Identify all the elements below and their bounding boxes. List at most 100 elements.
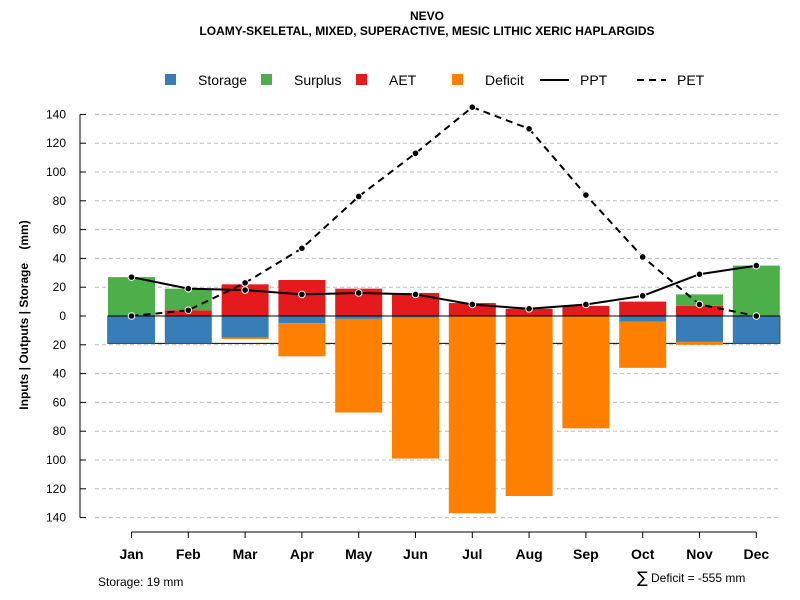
deficit-bar <box>221 337 269 340</box>
ppt-point <box>411 290 420 299</box>
pet-point <box>468 103 477 111</box>
ppt-point <box>468 300 477 309</box>
deficit-bar <box>619 321 667 368</box>
x-tick-label: Feb <box>176 546 201 562</box>
surplus-bar <box>108 277 155 316</box>
aet-bar <box>619 301 667 316</box>
ppt-point <box>241 286 249 294</box>
deficit-footer: Deficit = -555 mm <box>651 571 745 585</box>
pet-point <box>184 306 193 315</box>
aet-bar <box>676 305 723 316</box>
bars <box>107 265 781 514</box>
pet-point <box>695 300 704 309</box>
aet-bar <box>562 305 610 316</box>
y-tick-label: 20 <box>53 338 67 352</box>
ppt-point <box>582 300 590 309</box>
y-tick-label: 60 <box>53 395 67 409</box>
ppt-point <box>752 261 761 270</box>
legend-label: AET <box>389 72 417 88</box>
surplus-legend-key <box>261 74 272 85</box>
storage-bar <box>278 316 326 324</box>
y-axis-label: Inputs | Outputs | Storage (mm) <box>17 220 31 409</box>
aet-bar <box>392 292 439 316</box>
pet-point <box>525 125 533 133</box>
x-tick-label: Jul <box>462 546 482 562</box>
y-tick-label: 0 <box>59 309 66 323</box>
x-tick-label: Aug <box>515 546 542 562</box>
x-tick-label: May <box>345 546 372 562</box>
pet-line <box>131 106 757 317</box>
deficit-bar <box>505 316 553 496</box>
pet-point <box>752 312 761 320</box>
y-tick-label: 140 <box>46 107 66 121</box>
deficit-bar <box>448 316 496 514</box>
x-tick-label: Jan <box>119 546 143 562</box>
deficit-legend-key <box>452 74 463 85</box>
y-tick-label: 100 <box>46 165 66 179</box>
pet-point <box>354 192 363 201</box>
axes: 140 120 100 80 60 40 20 0 20 40 60 80 100 120 140 Jan Fe… <box>46 107 769 562</box>
y-tick-label: 100 <box>46 453 66 467</box>
ppt-point <box>184 284 193 293</box>
pet-point <box>411 149 420 158</box>
y-tick-label: 40 <box>53 367 67 381</box>
chart-subtitle: LOAMY-SKELETAL, MIXED, SUPERACTIVE, MESI… <box>199 24 654 38</box>
x-tick-label: Dec <box>743 546 769 562</box>
x-tick-label: Oct <box>631 546 655 562</box>
pet-point <box>298 244 306 253</box>
y-tick-label: 60 <box>53 223 67 237</box>
y-tick-label: 80 <box>53 194 67 208</box>
x-tick-label: Apr <box>290 546 315 562</box>
x-tick-label: Jun <box>403 546 428 562</box>
ppt-point <box>298 290 306 299</box>
ppt-point <box>127 273 136 281</box>
sum-symbol: ∑ <box>637 568 648 587</box>
surplus-bar <box>164 288 212 311</box>
chart-title: NEVO <box>410 9 444 23</box>
storage-bar <box>221 316 269 338</box>
ppt-point <box>695 270 704 279</box>
ppt-line <box>131 264 757 310</box>
deficit-bar <box>562 316 610 429</box>
pet-point <box>638 253 647 261</box>
x-tick-label: Sep <box>573 546 599 562</box>
y-tick-label: 40 <box>53 251 67 265</box>
legend-label: PET <box>677 72 705 88</box>
storage-bar <box>732 316 780 344</box>
deficit-bar <box>676 341 723 345</box>
deficit-bar <box>392 317 439 459</box>
surplus-bar <box>676 294 723 306</box>
ppt-point <box>638 292 647 300</box>
storage-bar <box>335 316 383 319</box>
storage-bar <box>619 316 667 322</box>
storage-bar <box>392 316 439 318</box>
deficit-bar <box>335 318 383 413</box>
aet-legend-key <box>356 74 367 85</box>
legend-label: Storage <box>198 72 247 88</box>
y-tick-label: 140 <box>46 511 66 525</box>
pet-point <box>241 279 249 287</box>
y-tick-label: 80 <box>53 424 67 438</box>
ppt-point <box>525 305 533 313</box>
pet-point <box>127 312 136 320</box>
storage-legend-key <box>165 74 176 85</box>
gridlines <box>95 113 780 519</box>
legend-label: Deficit <box>485 72 524 88</box>
storage-bar <box>164 316 212 344</box>
x-tick-label: Nov <box>686 546 713 562</box>
ppt-point <box>354 289 363 297</box>
surplus-bar <box>732 265 780 316</box>
storage-footer: Storage: 19 mm <box>98 575 183 589</box>
legend-label: PPT <box>580 72 608 88</box>
y-tick-label: 20 <box>53 280 67 294</box>
storage-bar <box>108 316 155 344</box>
x-tick-label: Mar <box>233 546 258 562</box>
y-tick-label: 120 <box>46 482 66 496</box>
pet-point <box>582 191 590 199</box>
deficit-bar <box>278 323 326 357</box>
chart-legend: Storage Surplus AET Deficit PPT PET <box>165 72 705 88</box>
y-tick-label: 120 <box>46 136 66 150</box>
storage-bar <box>676 316 723 342</box>
lines <box>127 103 761 320</box>
